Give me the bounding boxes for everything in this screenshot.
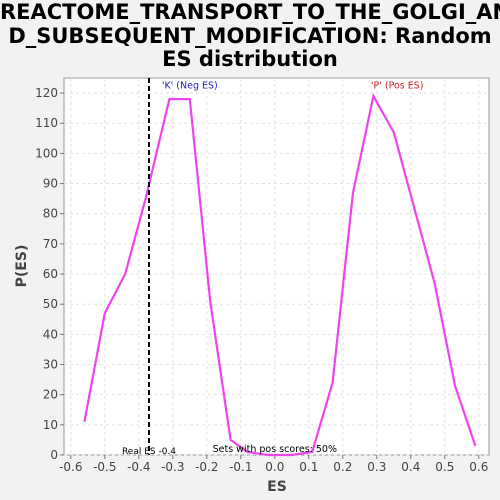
x-axis-label: ES (267, 479, 287, 495)
y-tick-label: 50 (43, 297, 58, 311)
y-tick-label: 110 (35, 116, 58, 130)
y-tick-label: 120 (35, 86, 58, 100)
y-tick-label: 100 (35, 146, 58, 160)
annotation-label: 'P' (Pos ES) (371, 81, 424, 92)
x-tick-label: -0.3 (161, 460, 184, 474)
y-tick-label: 10 (43, 418, 58, 432)
y-tick-label: 70 (43, 237, 58, 251)
annotation-label: 'K' (Neg ES) (162, 81, 218, 92)
y-tick-label: 90 (43, 177, 58, 191)
y-tick-label: 20 (43, 388, 58, 402)
x-tick-label: -0.1 (229, 460, 252, 474)
x-tick-label: -0.6 (59, 460, 82, 474)
x-tick-label: 0.5 (435, 460, 454, 474)
x-tick-label: 0.2 (333, 460, 352, 474)
x-tick-label: 0.1 (299, 460, 318, 474)
y-axis: 0 10 20 30 40 50 60 70 80 90 100 110 120 (35, 86, 64, 462)
y-tick-label: 80 (43, 207, 58, 221)
x-tick-label: -0.4 (127, 460, 150, 474)
y-tick-label: 40 (43, 327, 58, 341)
x-tick-label: -0.5 (93, 460, 116, 474)
x-tick-label: 0.4 (401, 460, 420, 474)
y-tick-label: 30 (43, 358, 58, 372)
x-tick-label: 0.3 (367, 460, 386, 474)
x-axis: -0.6 -0.5 -0.4 -0.3 -0.2 -0.1 0.0 0.1 0.2 0.3 0.4 0… (59, 455, 488, 474)
annotation-label: Sets with pos scores: 50% (213, 444, 337, 455)
x-tick-label: -0.2 (195, 460, 218, 474)
y-axis-label: P(ES) (14, 245, 30, 288)
real-es-label: Real ES -0.4 (122, 447, 176, 457)
y-tick-label: 60 (43, 267, 58, 281)
x-tick-label: 0.0 (265, 460, 284, 474)
y-tick-label: 0 (50, 448, 58, 462)
x-tick-label: 0.6 (469, 460, 488, 474)
